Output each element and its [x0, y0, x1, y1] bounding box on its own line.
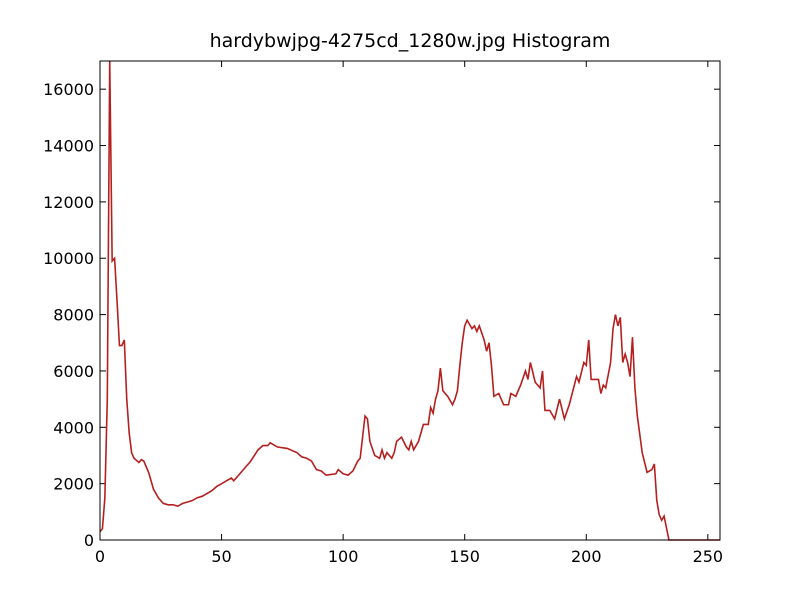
y-tick-label: 14000	[43, 137, 94, 156]
y-tick-label: 4000	[53, 418, 94, 437]
x-tick-label: 150	[449, 547, 480, 566]
x-tick-label: 200	[571, 547, 602, 566]
plot-frame	[99, 60, 721, 541]
chart-title: hardybwjpg-4275cd_1280w.jpg Histogram	[210, 30, 611, 52]
y-tick-label: 16000	[43, 80, 94, 99]
data-line	[99, 60, 720, 541]
x-tick-label: 250	[693, 547, 724, 566]
y-tick-label: 6000	[53, 362, 94, 381]
x-tick-label: 50	[211, 547, 231, 566]
y-tick-label: 12000	[43, 193, 94, 212]
y-tick-label: 8000	[53, 306, 94, 325]
y-tick-label: 2000	[53, 475, 94, 494]
y-tick-label: 10000	[43, 249, 94, 268]
y-tick-label: 0	[84, 531, 94, 550]
x-tick-label: 0	[95, 547, 105, 566]
x-tick-label: 100	[328, 547, 359, 566]
